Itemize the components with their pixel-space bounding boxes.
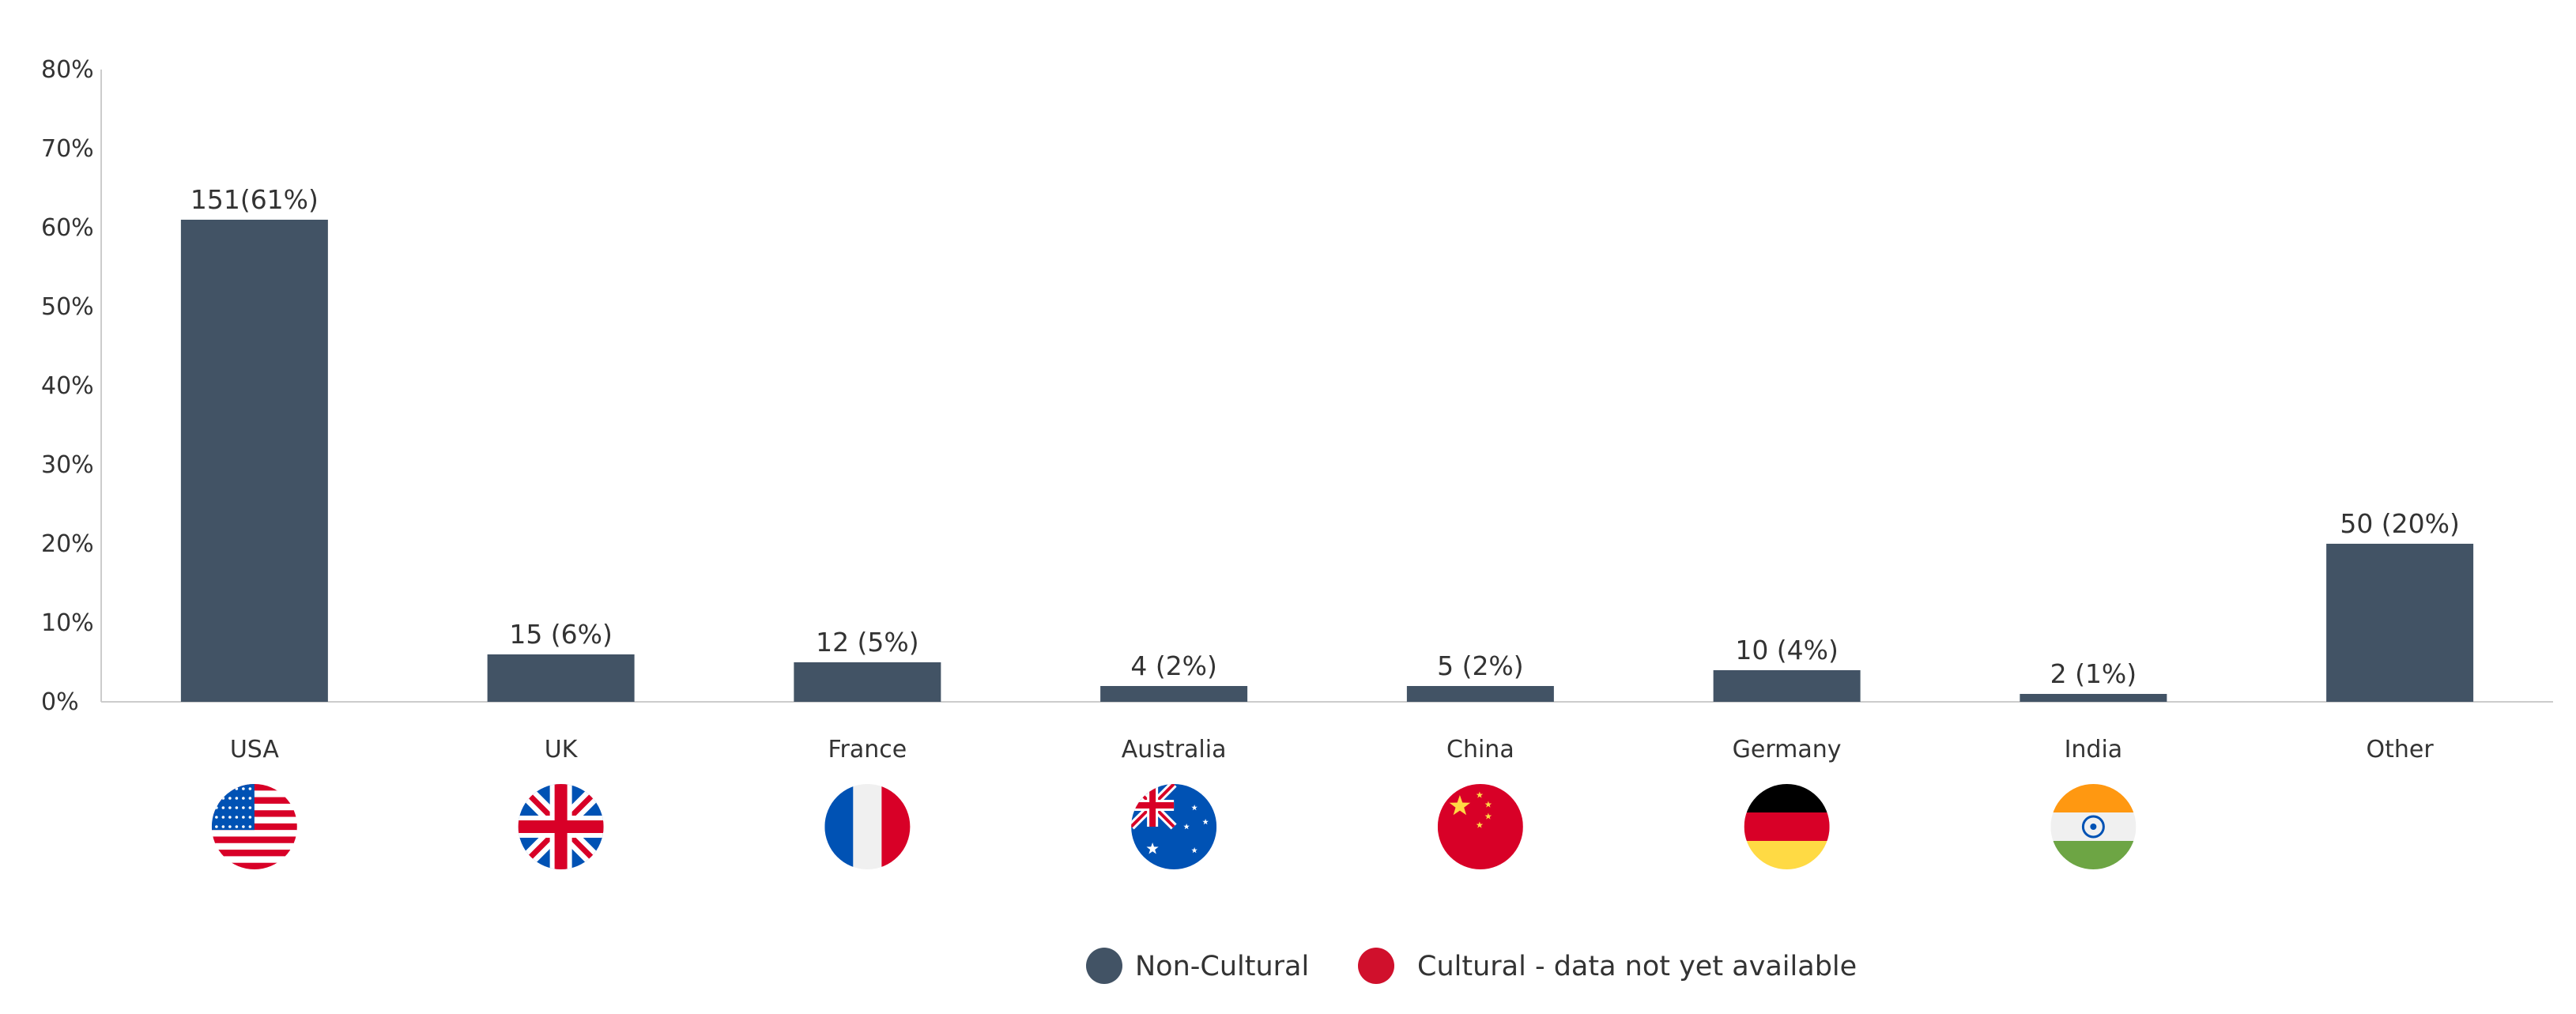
y-tick-label: 40% [41,372,94,400]
category-label: India [2065,736,2123,763]
bar [1713,670,1861,702]
france-flag-icon [824,784,911,869]
bar [1406,686,1554,702]
bar [1100,686,1248,702]
australia-flag-icon [1131,784,1217,869]
india-flag-icon [2050,784,2137,869]
data-label: 5 (2%) [1437,650,1524,681]
category-label: USA [230,736,280,763]
y-tick-label: 50% [41,293,94,321]
legend-label-non-cultural: Non-Cultural [1135,951,1309,982]
bar [794,662,941,702]
category-label: Germany [1733,736,1842,763]
data-label: 4 (2%) [1130,650,1217,681]
category-label: Australia [1122,736,1227,763]
data-label: 10 (4%) [1735,635,1839,665]
category-label: UK [545,736,579,763]
y-tick-label: 10% [41,609,94,637]
category-label: France [828,736,907,763]
y-tick-label: 60% [41,214,94,242]
data-labels: 151(61%) 15 (6%) 12 (5%) 4 (2%) 5 (2%) 10 (4%… [190,184,2460,689]
legend-swatch-non-cultural [1086,948,1122,984]
category-label: Other [2367,736,2435,763]
legend: Non-Cultural Cultural - data not yet ava… [1086,948,1857,984]
data-label: 12 (5%) [816,627,919,658]
bars [180,220,2474,702]
axes [100,70,2553,703]
germany-flag-icon [1744,784,1830,869]
y-tick-label: 0% [41,688,79,716]
flags [211,784,2137,869]
y-tick-label: 70% [41,135,94,163]
y-tick-label: 30% [41,451,94,479]
category-label: China [1446,736,1514,763]
bar [2326,544,2474,702]
legend-swatch-cultural [1358,948,1394,984]
legend-label-cultural: Cultural - data not yet available [1417,951,1857,982]
usa-flag-icon [211,784,297,869]
china-flag-icon [1437,784,1523,869]
y-tick-labels: 0% 10% 20% 30% 40% 50% 60% 70% 80% [41,56,94,716]
uk-flag-icon [518,784,604,869]
bar [487,654,635,702]
y-tick-label: 80% [41,56,94,84]
data-label: 151(61%) [190,184,319,215]
y-tick-label: 20% [41,530,94,558]
data-label: 50 (20%) [2340,508,2460,539]
bar [180,220,328,702]
bar [2020,694,2167,702]
category-labels: USA UK France Australia China Germany India Oth… [230,736,2435,763]
data-label: 15 (6%) [509,619,613,650]
data-label: 2 (1%) [2050,658,2137,689]
